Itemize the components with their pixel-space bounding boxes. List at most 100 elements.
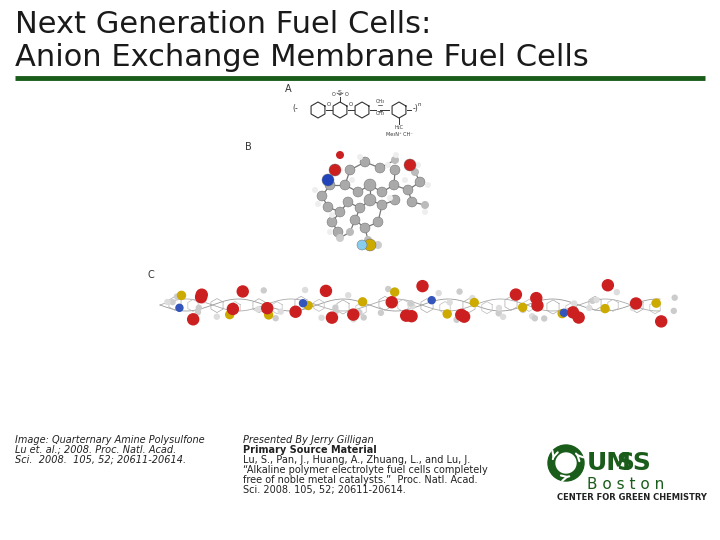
Circle shape bbox=[361, 315, 366, 320]
Text: C: C bbox=[148, 270, 155, 280]
Circle shape bbox=[671, 308, 676, 313]
Circle shape bbox=[558, 309, 566, 318]
Circle shape bbox=[305, 301, 312, 309]
Circle shape bbox=[348, 309, 359, 320]
Circle shape bbox=[587, 306, 592, 310]
Circle shape bbox=[425, 182, 431, 188]
Circle shape bbox=[315, 201, 321, 207]
Text: O: O bbox=[327, 102, 331, 107]
Text: CENTER FOR GREEN CHEMISTRY: CENTER FOR GREEN CHEMISTRY bbox=[557, 493, 707, 502]
Circle shape bbox=[355, 203, 365, 213]
Circle shape bbox=[573, 312, 584, 323]
Circle shape bbox=[195, 310, 200, 315]
Circle shape bbox=[228, 303, 238, 314]
Circle shape bbox=[496, 311, 501, 316]
Circle shape bbox=[170, 300, 175, 305]
Circle shape bbox=[408, 301, 413, 307]
Circle shape bbox=[459, 311, 469, 322]
Circle shape bbox=[359, 298, 366, 306]
Circle shape bbox=[273, 316, 278, 321]
Circle shape bbox=[319, 315, 324, 320]
Circle shape bbox=[401, 310, 412, 321]
Circle shape bbox=[389, 180, 399, 190]
Circle shape bbox=[631, 298, 642, 309]
Circle shape bbox=[457, 289, 462, 294]
Circle shape bbox=[322, 174, 334, 186]
Text: Presented By Jerry Gilligan: Presented By Jerry Gilligan bbox=[243, 435, 374, 445]
Text: n: n bbox=[418, 103, 421, 107]
Text: O: O bbox=[331, 91, 335, 97]
Circle shape bbox=[541, 316, 546, 321]
Circle shape bbox=[364, 239, 376, 251]
Circle shape bbox=[317, 191, 327, 201]
Circle shape bbox=[256, 307, 261, 312]
Text: B o s t o n: B o s t o n bbox=[587, 477, 665, 492]
Circle shape bbox=[421, 201, 429, 209]
Circle shape bbox=[415, 162, 421, 168]
Text: O: O bbox=[345, 91, 348, 97]
Text: A: A bbox=[285, 84, 292, 94]
Circle shape bbox=[350, 215, 360, 225]
Text: -): -) bbox=[413, 104, 419, 112]
Circle shape bbox=[406, 310, 417, 322]
Circle shape bbox=[196, 292, 207, 303]
Circle shape bbox=[614, 289, 619, 295]
Circle shape bbox=[336, 234, 344, 242]
Text: B: B bbox=[245, 142, 252, 152]
Circle shape bbox=[351, 317, 356, 322]
Circle shape bbox=[374, 241, 382, 249]
Circle shape bbox=[408, 301, 413, 306]
Circle shape bbox=[456, 309, 467, 320]
Text: UM: UM bbox=[587, 451, 632, 475]
Circle shape bbox=[343, 197, 353, 207]
Circle shape bbox=[411, 168, 419, 176]
Circle shape bbox=[320, 286, 331, 296]
Circle shape bbox=[447, 300, 452, 305]
Circle shape bbox=[364, 179, 376, 191]
Circle shape bbox=[325, 180, 335, 190]
Circle shape bbox=[560, 309, 567, 316]
Circle shape bbox=[556, 453, 576, 473]
Circle shape bbox=[278, 309, 283, 314]
Circle shape bbox=[197, 295, 202, 300]
Circle shape bbox=[390, 195, 400, 205]
Circle shape bbox=[333, 305, 338, 310]
Circle shape bbox=[197, 289, 207, 300]
Circle shape bbox=[510, 289, 521, 300]
Circle shape bbox=[391, 288, 399, 296]
Circle shape bbox=[364, 236, 372, 244]
Circle shape bbox=[572, 314, 577, 319]
Text: Primary Source Material: Primary Source Material bbox=[243, 445, 377, 455]
Circle shape bbox=[603, 280, 613, 291]
Circle shape bbox=[500, 314, 505, 319]
Circle shape bbox=[178, 292, 186, 299]
Circle shape bbox=[518, 303, 526, 312]
Circle shape bbox=[410, 304, 415, 309]
Circle shape bbox=[415, 177, 425, 187]
Circle shape bbox=[357, 310, 362, 315]
Circle shape bbox=[594, 298, 599, 302]
Circle shape bbox=[261, 288, 266, 293]
Circle shape bbox=[329, 164, 341, 176]
Circle shape bbox=[379, 310, 384, 315]
Circle shape bbox=[393, 152, 399, 158]
Text: Me₃N⁺ CH⁻: Me₃N⁺ CH⁻ bbox=[386, 132, 413, 137]
Circle shape bbox=[454, 318, 459, 322]
Circle shape bbox=[349, 177, 355, 183]
Circle shape bbox=[353, 187, 363, 197]
Circle shape bbox=[165, 300, 170, 305]
Circle shape bbox=[265, 311, 273, 319]
Circle shape bbox=[652, 301, 657, 306]
Circle shape bbox=[417, 281, 428, 292]
Circle shape bbox=[407, 197, 417, 207]
Circle shape bbox=[548, 445, 584, 481]
Circle shape bbox=[530, 314, 535, 319]
Circle shape bbox=[290, 306, 301, 317]
Circle shape bbox=[631, 306, 635, 310]
Circle shape bbox=[531, 293, 541, 303]
Circle shape bbox=[377, 187, 387, 197]
Circle shape bbox=[188, 314, 199, 325]
Circle shape bbox=[652, 299, 660, 307]
Circle shape bbox=[300, 300, 307, 307]
Circle shape bbox=[436, 291, 441, 295]
